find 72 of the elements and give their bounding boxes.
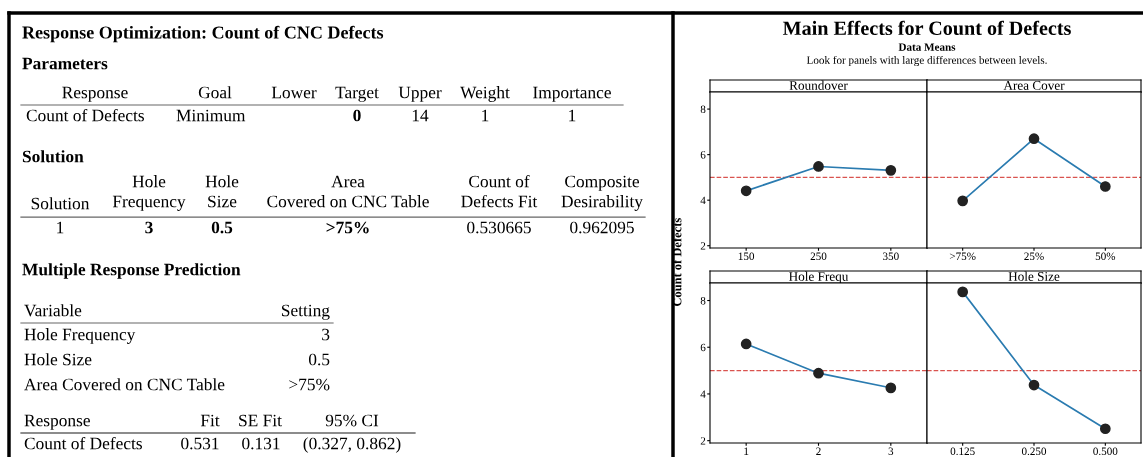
- text: Target: [335, 86, 379, 102]
- text: 3: [145, 221, 153, 234]
- text: Composite Desirability: [561, 175, 643, 211]
- text: Count of Defects Fit: [461, 174, 538, 208]
- text: 95% CI: [325, 414, 379, 427]
- x-tick-label: 150: [738, 252, 755, 260]
- text: Solution: [22, 150, 84, 163]
- text: Count of Defects: [24, 436, 142, 450]
- text: Area Covered on CNC Table: [267, 175, 429, 208]
- x-tick-label: 0.500: [1093, 447, 1118, 456]
- text: 0.530665: [467, 221, 531, 234]
- text: Goal: [198, 86, 232, 99]
- text: 1: [482, 109, 489, 122]
- text: Hole Frequency: [24, 328, 136, 344]
- x-tick-label: 350: [883, 252, 899, 260]
- text: Parameters: [22, 57, 108, 70]
- text: 0.5: [308, 353, 330, 366]
- y-tick-label: 8: [700, 296, 706, 305]
- text: Area Covered on CNC Table: [24, 378, 225, 391]
- text: Importance: [533, 86, 611, 102]
- x-tick-label: 0.250: [1021, 447, 1047, 456]
- y-tick-label: 6: [700, 343, 706, 352]
- text: Hole Frequency: [112, 175, 186, 211]
- chart-title: Area Cover: [1003, 81, 1065, 90]
- chart-title: Roundover: [789, 80, 848, 90]
- text: Variable: [24, 304, 82, 317]
- y-tick-label: 2: [700, 437, 706, 445]
- text: 0.962095: [570, 221, 634, 234]
- text: SE Fit: [239, 414, 282, 427]
- text: 1: [57, 221, 64, 234]
- text: Weight: [460, 86, 510, 102]
- y-tick-label: 4: [700, 196, 706, 205]
- x-tick-label: 1: [744, 447, 749, 455]
- text: Response Optimization: Count of CNC Defects: [22, 25, 384, 43]
- text: Fit: [200, 414, 220, 427]
- chart-title: Hole Size: [1008, 271, 1060, 281]
- x-tick-label: 3: [888, 447, 894, 455]
- text: Minimum: [176, 109, 246, 122]
- x-tick-label: 2: [816, 447, 821, 455]
- x-tick-label: 0.125: [950, 447, 975, 456]
- text: Multiple Response Prediction: [22, 263, 241, 279]
- x-tick-label: >75%: [949, 252, 976, 261]
- text: 14: [412, 109, 429, 122]
- text: (0.327, 0.862): [303, 437, 401, 453]
- text: Hole Size: [24, 353, 92, 366]
- text: Main Effects for Count of Defects: [782, 20, 1071, 36]
- text: >75%: [289, 378, 330, 391]
- text: 1: [569, 109, 576, 122]
- text: Setting: [281, 304, 330, 320]
- x-tick-label: 25%: [1024, 252, 1044, 261]
- text: Solution: [31, 197, 90, 210]
- text: Count of Defects: [26, 108, 144, 122]
- text: 0.131: [242, 437, 280, 450]
- text: Response: [24, 414, 90, 430]
- text: Look for panels with large differences between levels.: [806, 55, 1047, 67]
- text: Response: [62, 86, 128, 102]
- text: Lower: [271, 86, 317, 99]
- text: Data Means: [898, 43, 956, 51]
- y-tick-label: 2: [700, 242, 706, 250]
- x-tick-label: 50%: [1095, 252, 1116, 261]
- y-tick-label: 6: [700, 151, 706, 159]
- text: 0.531: [181, 437, 219, 450]
- text: >75%: [326, 221, 369, 234]
- y-tick-label: 8: [700, 105, 706, 114]
- x-tick-label: 250: [810, 252, 827, 260]
- y-tick-label: 4: [700, 390, 706, 398]
- text: 0: [353, 109, 361, 122]
- chart-title: Hole Frequ: [789, 271, 849, 284]
- text: 3: [322, 328, 330, 341]
- text: 0.5: [211, 221, 233, 234]
- text: Hole Size: [205, 175, 239, 208]
- text: Upper: [398, 86, 442, 102]
